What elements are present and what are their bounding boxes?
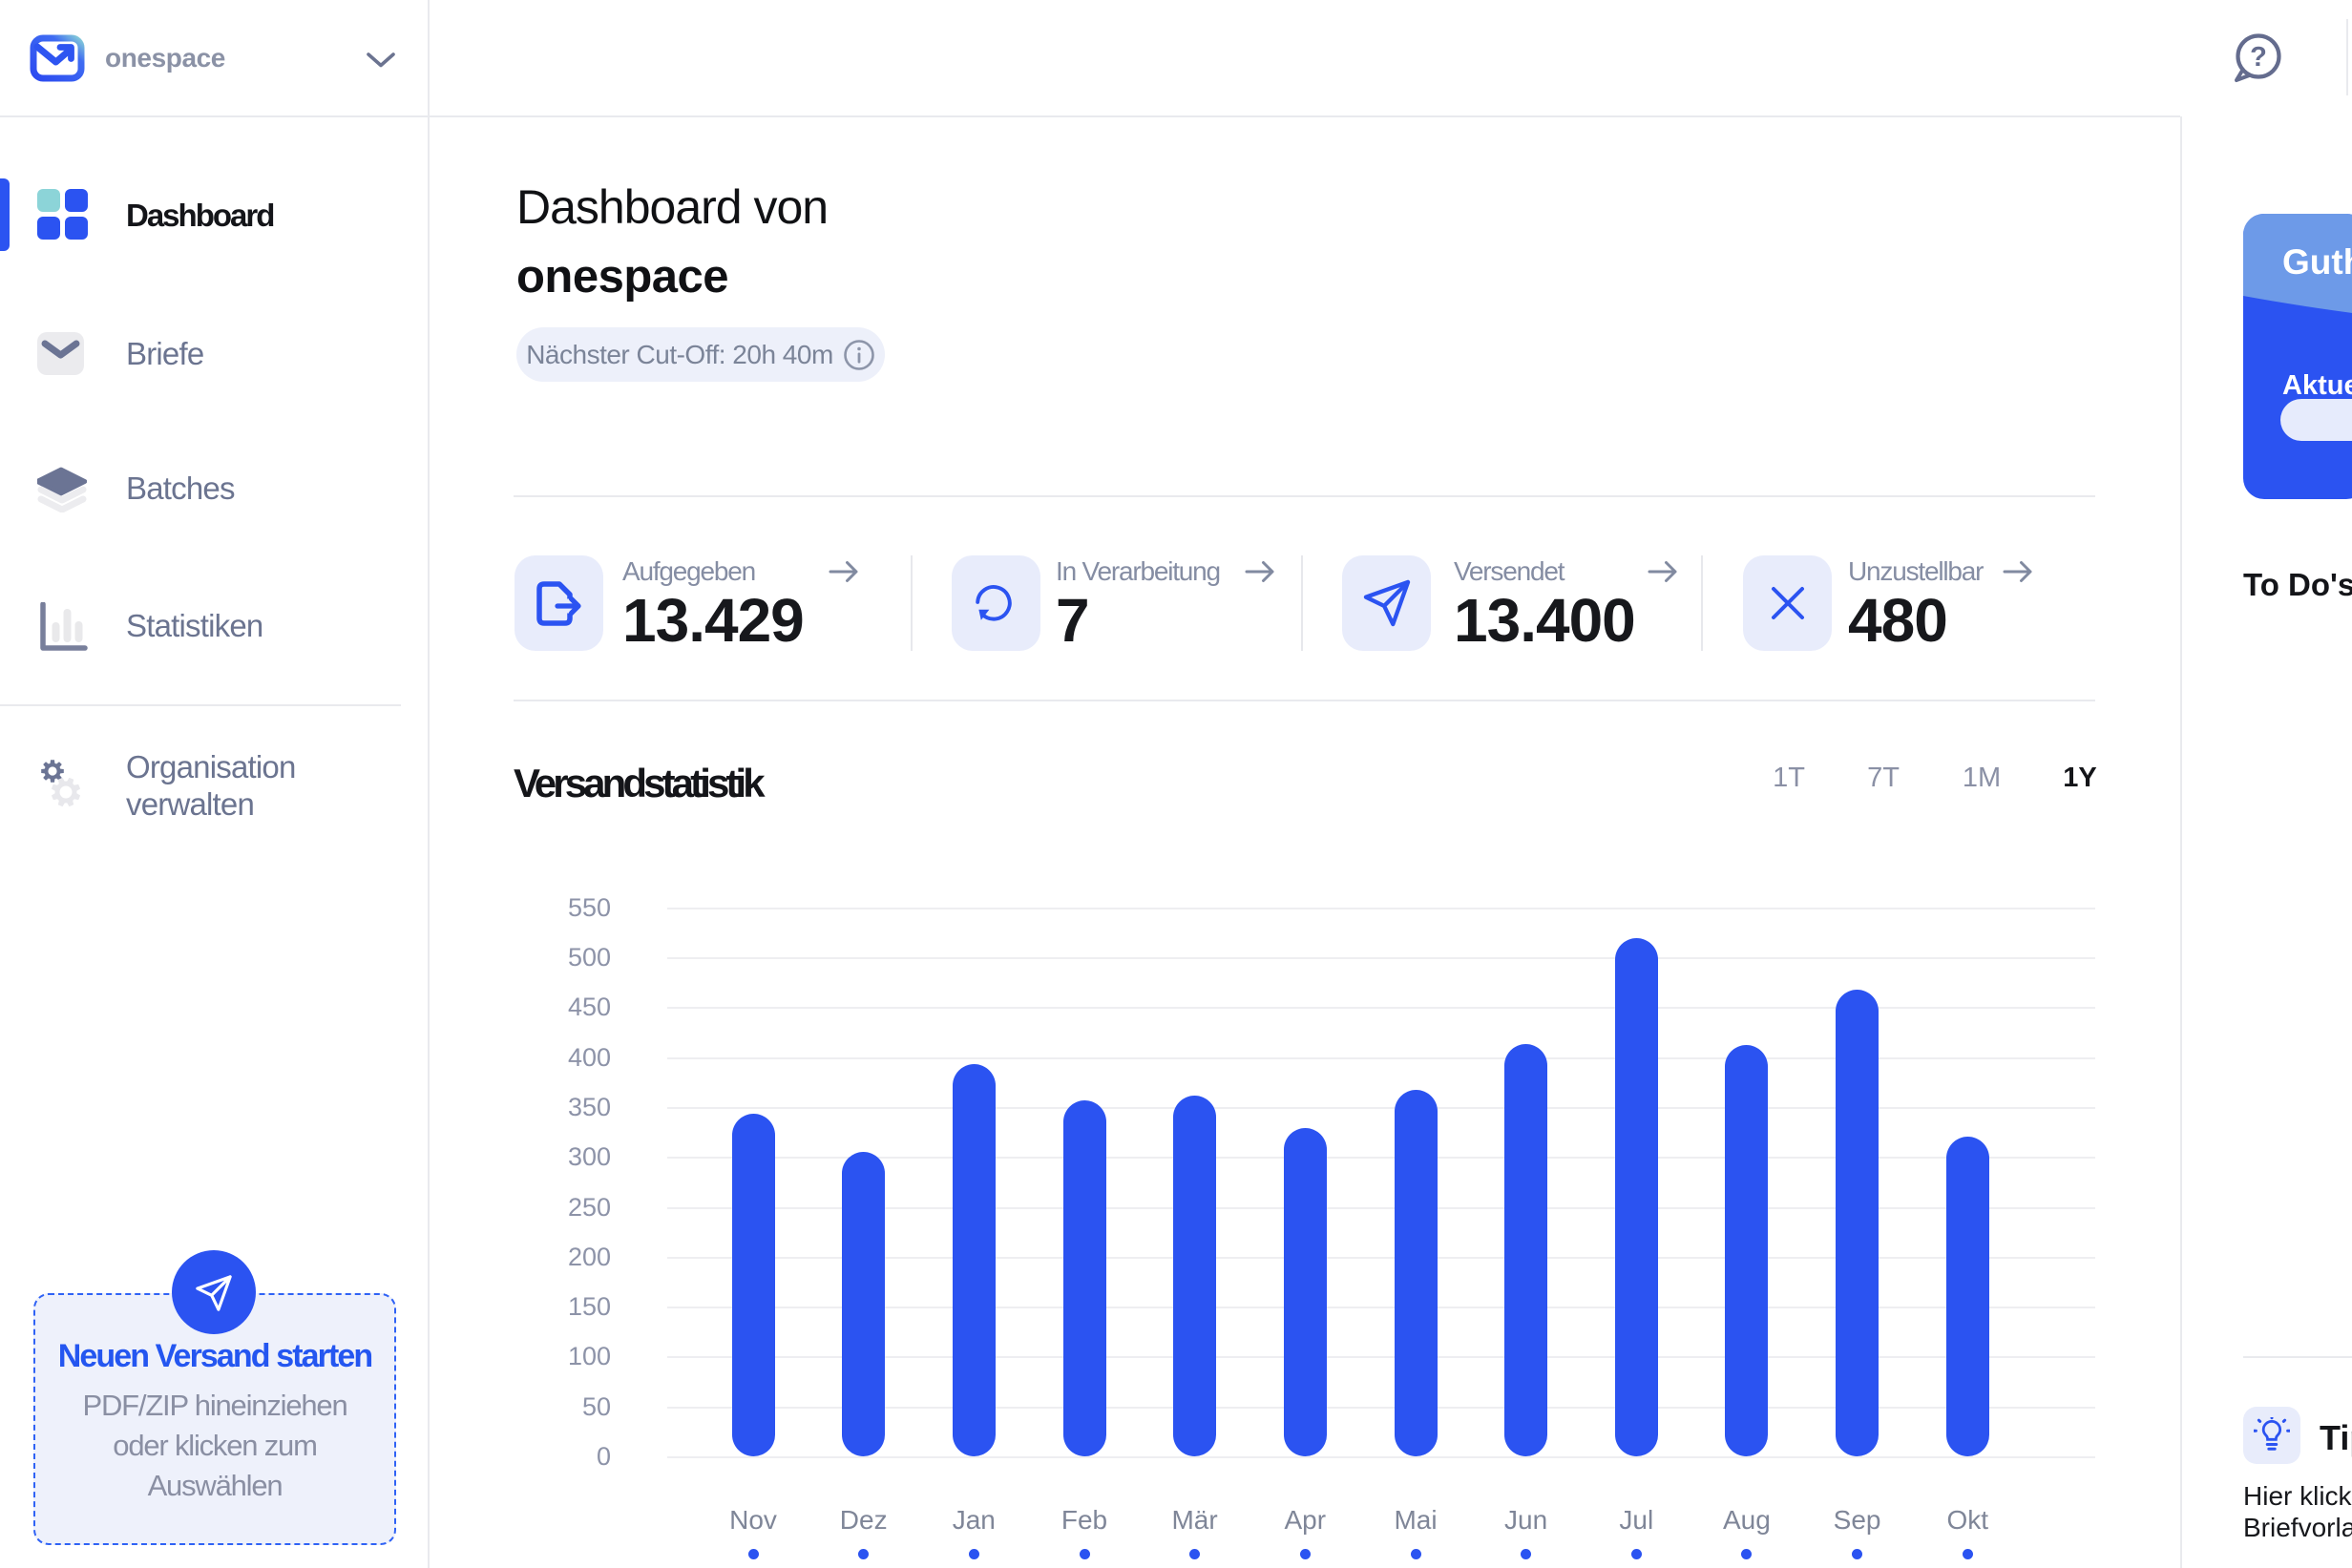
svg-text:?: ? xyxy=(2250,42,2267,73)
